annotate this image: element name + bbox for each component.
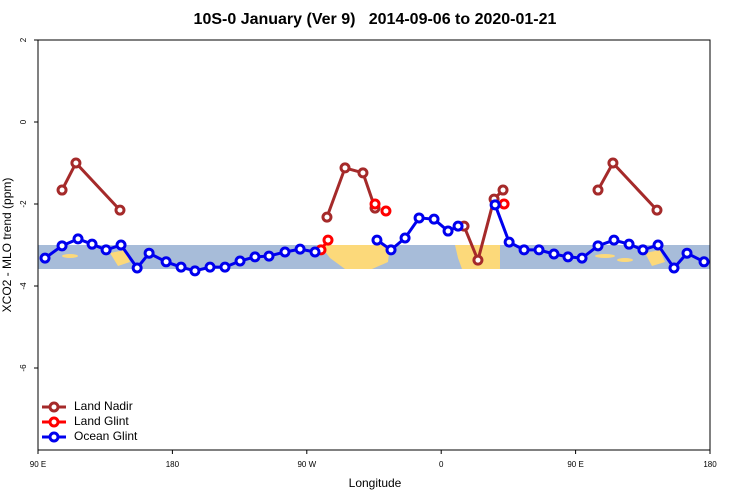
data-point bbox=[143, 247, 155, 259]
x-axis-label: Longitude bbox=[349, 476, 402, 490]
data-point bbox=[294, 243, 306, 255]
land bbox=[595, 254, 615, 258]
data-point bbox=[623, 238, 635, 250]
data-point bbox=[652, 239, 664, 251]
data-point bbox=[452, 220, 464, 232]
x-tick-label: 90 E bbox=[30, 460, 46, 469]
series-line bbox=[325, 166, 377, 218]
data-point bbox=[428, 213, 440, 225]
x-tick-label: 180 bbox=[703, 460, 717, 469]
data-point bbox=[533, 244, 545, 256]
legend-marker bbox=[48, 431, 60, 443]
legend-marker bbox=[48, 416, 60, 428]
data-point bbox=[86, 238, 98, 250]
series-line bbox=[596, 160, 659, 212]
data-point bbox=[371, 234, 383, 246]
data-point bbox=[175, 261, 187, 273]
data-point bbox=[321, 211, 333, 223]
data-point bbox=[399, 232, 411, 244]
data-point bbox=[369, 198, 381, 210]
land bbox=[645, 250, 665, 266]
data-point bbox=[498, 198, 510, 210]
data-point bbox=[114, 204, 126, 216]
legend-label: Land Nadir bbox=[74, 399, 133, 413]
data-point bbox=[189, 265, 201, 277]
data-point bbox=[204, 261, 216, 273]
x-tick-label: 90 E bbox=[567, 460, 583, 469]
data-point bbox=[518, 244, 530, 256]
series-line bbox=[462, 189, 505, 265]
y-tick-label: 0 bbox=[19, 119, 28, 124]
data-point bbox=[608, 234, 620, 246]
data-point bbox=[322, 234, 334, 246]
chart-title: 10S-0 January (Ver 9) 2014-09-06 to 2020… bbox=[194, 11, 557, 28]
data-point bbox=[72, 233, 84, 245]
x-tick-label: 90 W bbox=[297, 460, 316, 469]
legend-label: Ocean Glint bbox=[74, 429, 138, 443]
data-point bbox=[497, 184, 509, 196]
data-point bbox=[592, 240, 604, 252]
data-point bbox=[39, 252, 51, 264]
data-point bbox=[442, 225, 454, 237]
data-point bbox=[698, 256, 710, 268]
data-point bbox=[413, 212, 425, 224]
data-point bbox=[472, 254, 484, 266]
data-point bbox=[489, 199, 501, 211]
data-point bbox=[357, 167, 369, 179]
data-point bbox=[562, 251, 574, 263]
legend-label: Land Glint bbox=[74, 414, 129, 428]
y-axis-label: XCO2 - MLO trend (ppm) bbox=[0, 178, 14, 313]
data-point bbox=[115, 239, 127, 251]
data-point bbox=[651, 204, 663, 216]
data-point bbox=[592, 184, 604, 196]
y-tick-label: -4 bbox=[19, 282, 28, 290]
data-point bbox=[219, 261, 231, 273]
data-point bbox=[249, 251, 261, 263]
data-point bbox=[160, 256, 172, 268]
data-point bbox=[279, 246, 291, 258]
data-point bbox=[70, 157, 82, 169]
data-point bbox=[131, 262, 143, 274]
legend-marker bbox=[48, 401, 60, 413]
data-point bbox=[234, 255, 246, 267]
x-tick-label: 180 bbox=[166, 460, 180, 469]
y-tick-label: -6 bbox=[19, 364, 28, 372]
data-point bbox=[503, 236, 515, 248]
data-point bbox=[309, 246, 321, 258]
data-point bbox=[668, 262, 680, 274]
data-point bbox=[339, 162, 351, 174]
y-tick-label: 2 bbox=[19, 37, 28, 42]
data-point bbox=[637, 244, 649, 256]
data-point bbox=[681, 247, 693, 259]
data-point bbox=[100, 244, 112, 256]
land bbox=[110, 250, 130, 266]
data-point bbox=[548, 248, 560, 260]
data-point bbox=[576, 252, 588, 264]
data-point bbox=[607, 157, 619, 169]
land bbox=[617, 258, 633, 262]
data-point bbox=[380, 205, 392, 217]
land bbox=[320, 245, 390, 269]
data-point bbox=[385, 244, 397, 256]
x-tick-label: 0 bbox=[439, 460, 444, 469]
land bbox=[62, 254, 78, 258]
data-point bbox=[56, 240, 68, 252]
series-line bbox=[60, 160, 122, 212]
data-point bbox=[56, 184, 68, 196]
plot-frame bbox=[37, 39, 711, 451]
y-tick-label: -2 bbox=[19, 200, 28, 208]
data-point bbox=[263, 250, 275, 262]
